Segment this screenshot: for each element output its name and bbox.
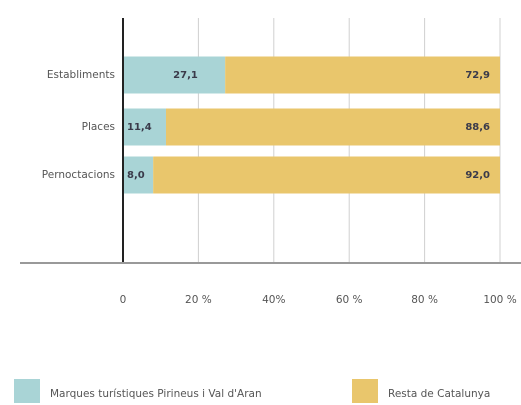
- legend-swatch: [14, 379, 40, 403]
- bar-segment: [225, 56, 501, 94]
- x-tick-label: 20 %: [185, 294, 212, 306]
- value-label: 92,0: [465, 170, 490, 181]
- value-label: 11,4: [127, 122, 152, 133]
- x-tick-label: 0: [120, 294, 127, 306]
- legend-label: Resta de Catalunya: [388, 388, 490, 400]
- value-label: 88,6: [465, 122, 490, 133]
- bar-segment: [153, 156, 500, 194]
- y-tick-label: Places: [82, 121, 115, 133]
- y-tick-label: Establiments: [47, 69, 115, 81]
- bar-segment: [123, 156, 154, 194]
- value-label: 8,0: [127, 170, 145, 181]
- x-tick-label: 100 %: [483, 294, 516, 306]
- bar-segment: [123, 56, 226, 94]
- y-tick-label: Pernoctacions: [42, 169, 115, 181]
- x-tick-label: 80 %: [411, 294, 438, 306]
- bar-segment: [123, 108, 166, 146]
- legend-label: Marques turístiques Pirineus i Val d'Ara…: [50, 388, 262, 400]
- value-label: 72,9: [465, 70, 490, 81]
- bar-segment: [165, 108, 500, 146]
- x-tick-label: 40%: [262, 294, 285, 306]
- x-tick-label: 60 %: [336, 294, 363, 306]
- value-label: 27,1: [173, 70, 198, 81]
- legend-swatch: [352, 379, 378, 403]
